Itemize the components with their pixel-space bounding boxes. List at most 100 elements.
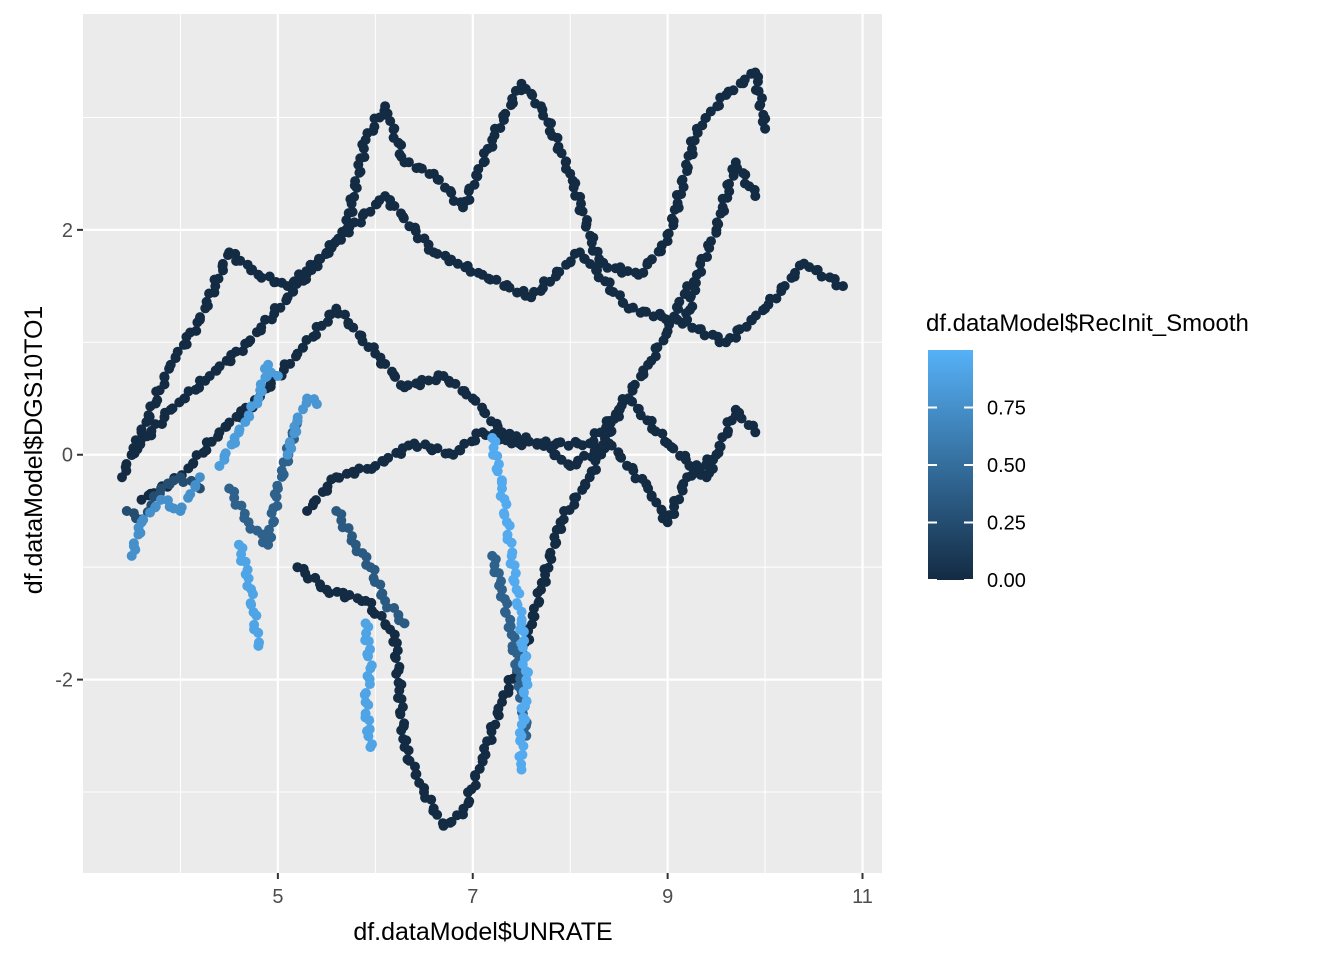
data-point	[486, 735, 497, 745]
data-point	[506, 438, 517, 449]
data-point	[628, 302, 638, 313]
data-point	[672, 198, 683, 208]
data-point	[365, 742, 376, 753]
data-point	[143, 410, 154, 421]
y-tick-label: 0	[62, 445, 73, 467]
data-point	[269, 516, 279, 527]
legend-title: df.dataModel$RecInit_Smooth	[926, 310, 1249, 337]
data-point	[586, 237, 597, 248]
data-point	[469, 179, 480, 190]
data-point	[488, 442, 499, 453]
data-point	[527, 90, 538, 101]
data-point	[272, 500, 283, 511]
data-point	[333, 233, 344, 244]
data-point	[285, 358, 296, 369]
data-point	[504, 282, 515, 293]
data-point	[298, 342, 308, 353]
data-point	[629, 379, 640, 390]
data-point	[615, 290, 625, 301]
data-point	[518, 687, 529, 698]
data-point	[275, 302, 286, 313]
data-point	[677, 174, 688, 185]
data-point	[423, 375, 434, 386]
data-point	[666, 213, 677, 224]
data-point	[251, 610, 262, 621]
data-point	[514, 751, 525, 762]
data-point	[452, 258, 463, 269]
data-point	[554, 266, 565, 277]
data-point	[302, 573, 313, 584]
data-point	[704, 243, 715, 253]
data-point	[263, 359, 274, 370]
data-point	[348, 322, 359, 333]
data-point	[256, 272, 267, 283]
data-point	[243, 573, 254, 584]
data-point	[396, 725, 407, 736]
data-point	[517, 642, 528, 653]
data-point	[389, 201, 400, 211]
data-point	[432, 248, 443, 259]
data-point	[690, 277, 701, 288]
data-point	[324, 588, 335, 599]
legend-tick-label: 0.50	[987, 455, 1026, 477]
data-point	[403, 380, 413, 391]
data-points	[117, 67, 848, 831]
data-point	[359, 152, 370, 163]
legend-tick-label: 0.00	[987, 570, 1026, 592]
data-point	[201, 296, 212, 307]
data-point	[596, 449, 607, 460]
data-point	[350, 176, 361, 187]
data-point	[243, 410, 254, 421]
data-point	[369, 564, 380, 575]
data-point	[527, 619, 538, 630]
data-point	[121, 459, 132, 469]
data-point	[181, 339, 192, 350]
data-point	[390, 371, 401, 382]
data-point	[363, 651, 373, 662]
data-point	[359, 689, 370, 700]
data-point	[545, 547, 556, 558]
data-point	[558, 514, 569, 525]
y-tick-label: -2	[55, 670, 73, 692]
data-point	[580, 221, 591, 232]
data-point	[616, 452, 627, 463]
data-point	[674, 296, 685, 307]
data-point	[571, 492, 582, 503]
data-point	[492, 466, 503, 477]
data-point	[736, 413, 747, 424]
data-point	[489, 560, 500, 571]
data-point	[585, 259, 596, 269]
data-point	[403, 157, 414, 168]
data-trace	[359, 618, 377, 753]
data-point	[555, 437, 566, 448]
data-point	[375, 579, 386, 590]
data-point	[410, 770, 421, 780]
data-point	[459, 438, 470, 449]
data-point	[739, 178, 750, 189]
data-point	[760, 123, 771, 134]
data-point	[504, 520, 515, 531]
data-point	[311, 330, 322, 340]
data-point	[344, 590, 355, 600]
data-trace	[126, 472, 205, 561]
data-point	[159, 371, 170, 382]
data-point	[412, 442, 423, 452]
data-point	[214, 361, 225, 372]
data-point	[591, 464, 601, 475]
data-point	[366, 597, 377, 608]
data-trace	[233, 539, 264, 651]
data-point	[750, 310, 761, 321]
data-point	[650, 351, 661, 362]
data-point	[490, 719, 501, 730]
data-point	[506, 550, 517, 561]
data-point	[687, 143, 697, 154]
data-point	[382, 602, 392, 613]
data-point	[685, 292, 696, 303]
data-point	[159, 379, 170, 390]
data-point	[398, 213, 409, 224]
data-point	[288, 286, 299, 297]
data-point	[176, 502, 187, 513]
data-point	[695, 259, 706, 269]
data-point	[497, 483, 507, 494]
